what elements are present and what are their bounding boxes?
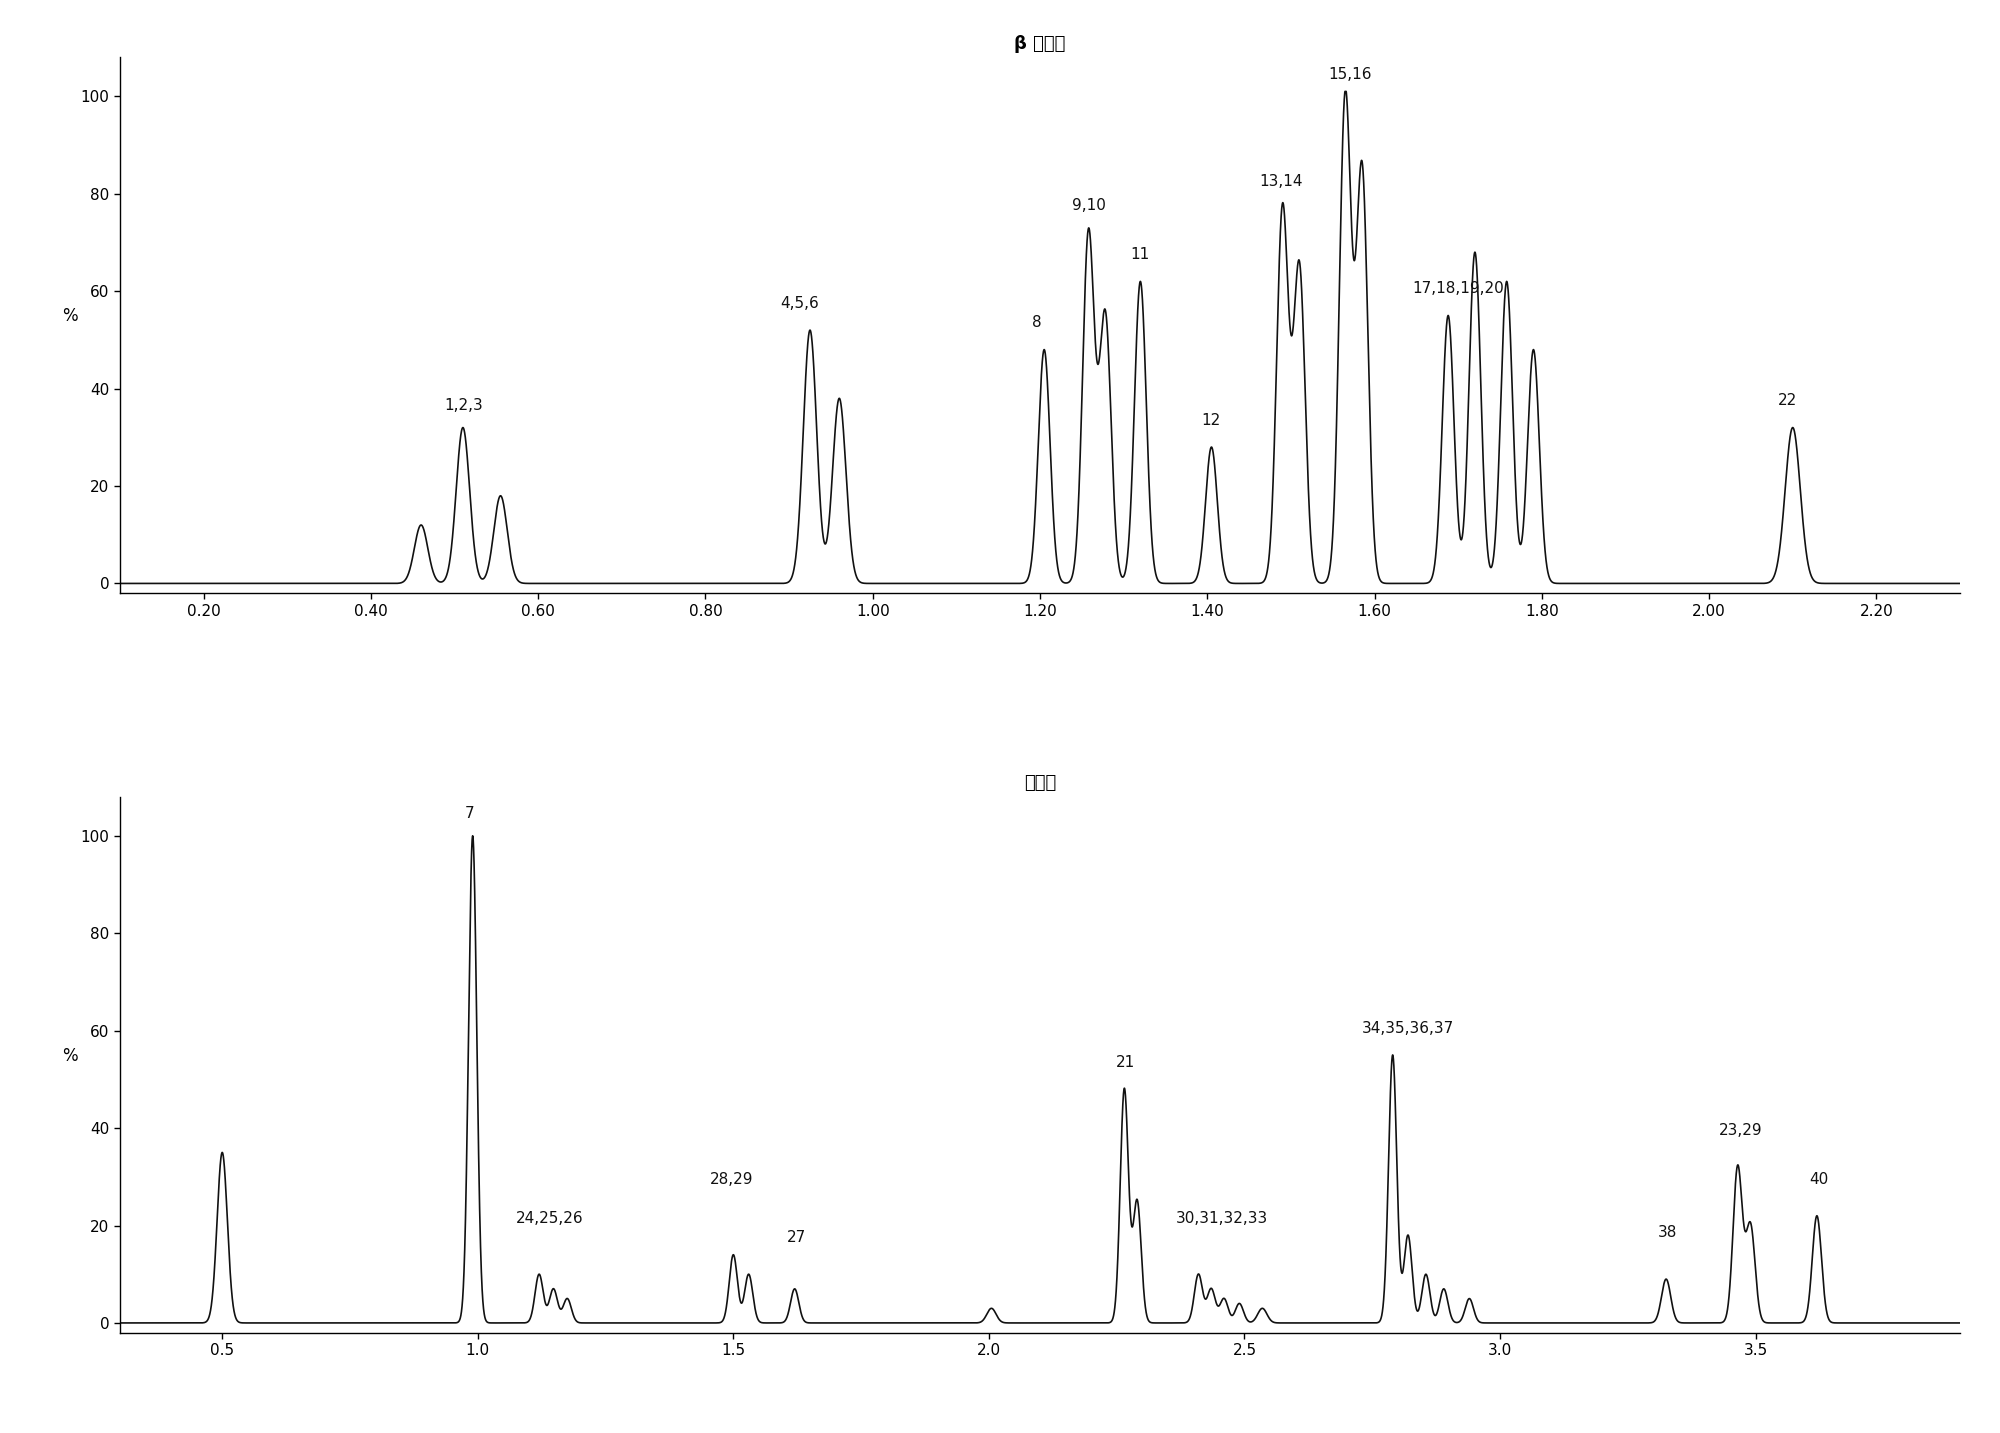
Text: 22: 22 — [1778, 393, 1796, 408]
Text: 12: 12 — [1202, 413, 1220, 427]
Text: 38: 38 — [1658, 1225, 1676, 1240]
Text: 8: 8 — [1032, 315, 1042, 330]
Text: 40: 40 — [1810, 1172, 1828, 1187]
Text: 30,31,32,33: 30,31,32,33 — [1176, 1211, 1268, 1225]
Text: 9,10: 9,10 — [1072, 198, 1106, 214]
Text: 17,18,19,20: 17,18,19,20 — [1412, 281, 1504, 297]
Text: 34,35,36,37: 34,35,36,37 — [1362, 1020, 1454, 1036]
Text: 28,29: 28,29 — [710, 1172, 754, 1187]
Text: 4,5,6: 4,5,6 — [780, 295, 820, 311]
Title: β 遗断薬: β 遗断薬 — [1014, 34, 1066, 53]
Text: 23,29: 23,29 — [1718, 1123, 1762, 1138]
Text: 1,2,3: 1,2,3 — [444, 398, 484, 413]
Text: 21: 21 — [1116, 1055, 1134, 1069]
Text: 27: 27 — [788, 1230, 806, 1245]
Y-axis label: %: % — [62, 307, 78, 325]
Text: 7: 7 — [466, 807, 474, 821]
Text: 24,25,26: 24,25,26 — [516, 1211, 584, 1225]
Y-axis label: %: % — [62, 1046, 78, 1065]
Text: 15,16: 15,16 — [1328, 67, 1372, 82]
Text: 13,14: 13,14 — [1260, 173, 1302, 189]
Title: 利尿薬: 利尿薬 — [1024, 774, 1056, 792]
Text: 11: 11 — [1130, 246, 1150, 262]
